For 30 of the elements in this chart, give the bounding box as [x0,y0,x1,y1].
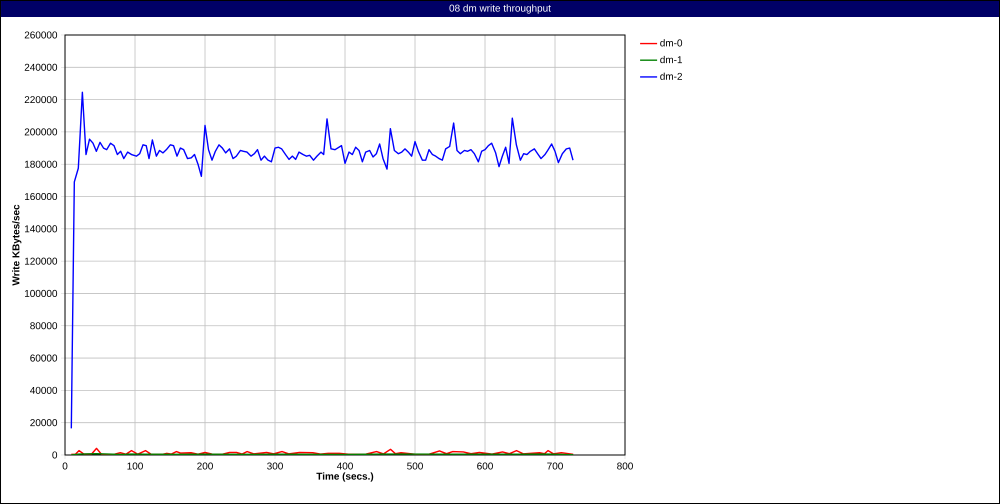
x-tick-label: 300 [267,462,283,470]
y-tick-label: 160000 [25,193,58,200]
y-tick-label: 260000 [24,31,58,39]
y-tick-label: 100000 [25,290,58,297]
chart-title: 08 dm write throughput [449,4,551,14]
x-tick-label: 800 [617,462,633,470]
y-tick-label: 140000 [25,225,58,232]
y-tick-label: 80000 [30,322,58,330]
x-tick-label: 0 [62,462,68,470]
y-tick-label: 240000 [24,64,58,71]
x-axis-title: Time (secs.) [316,472,374,482]
legend-label: dm-2 [660,72,682,80]
line-series [70,92,574,430]
y-tick-label: 220000 [24,96,58,104]
y-tick-label: 200000 [24,128,58,136]
y-tick-label: 40000 [30,386,58,394]
x-tick-label: 100 [127,462,143,470]
x-tick-label: 400 [336,462,353,470]
legend-label: dm-0 [660,39,682,46]
y-tick-label: 60000 [30,354,58,362]
y-tick-label: 180000 [25,160,58,168]
y-tick-label: 0 [52,451,58,459]
legend-label: dm-1 [660,56,682,64]
y-tick-label: 20000 [30,419,58,426]
x-tick-label: 200 [197,462,213,470]
y-tick-label: 120000 [25,258,58,265]
x-tick-label: 600 [477,462,493,470]
x-tick-label: 700 [547,462,563,470]
y-axis-title: Write KBytes/sec [12,204,22,286]
x-tick-label: 500 [407,462,423,470]
